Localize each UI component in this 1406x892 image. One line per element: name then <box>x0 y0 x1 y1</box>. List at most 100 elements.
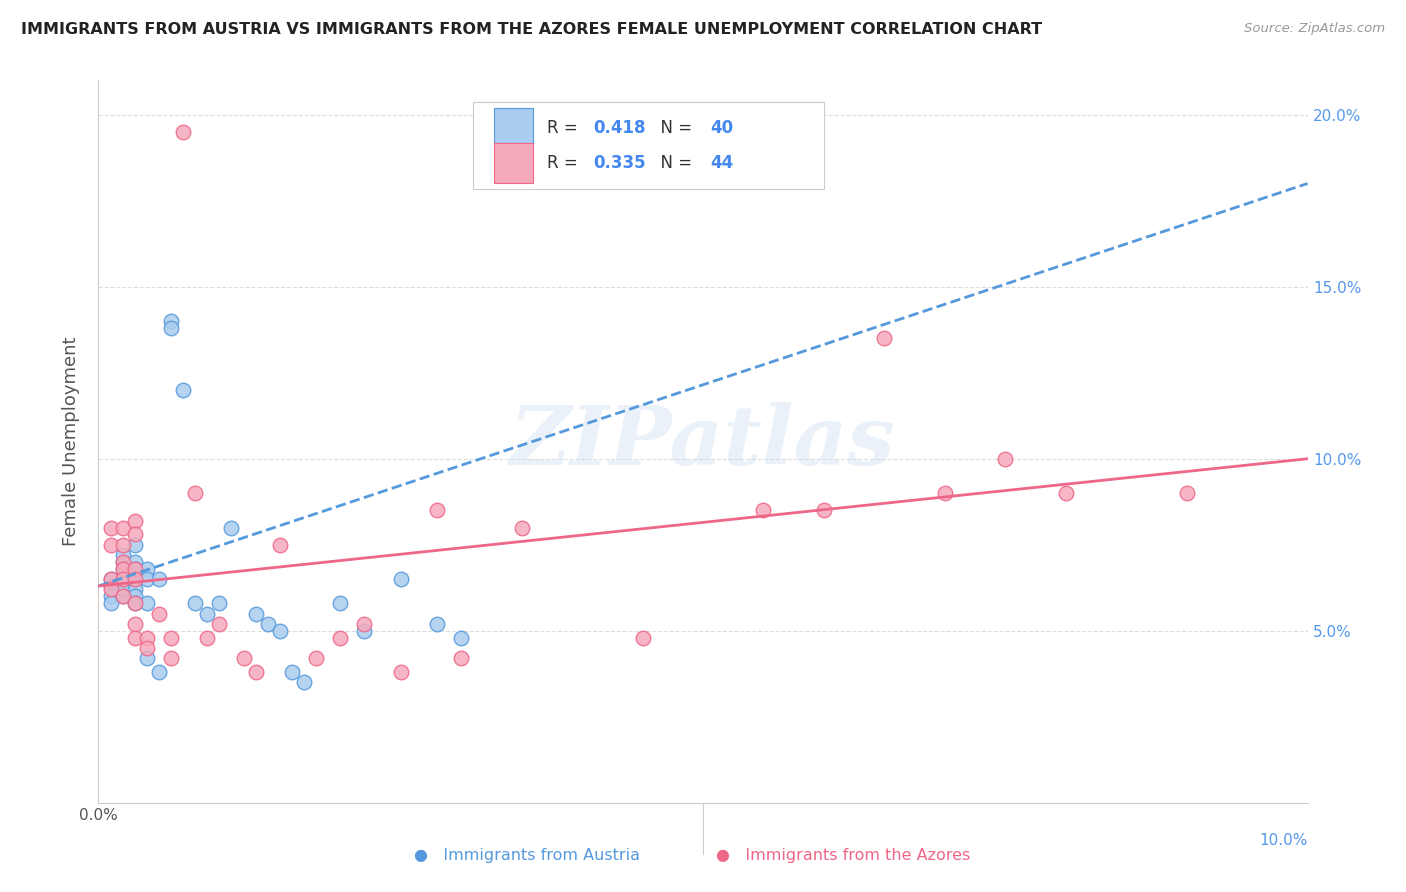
Point <box>111 538 134 552</box>
Text: N =: N = <box>650 119 697 136</box>
Point <box>426 503 449 517</box>
Text: R =: R = <box>547 153 583 172</box>
Point <box>184 596 207 610</box>
Point <box>124 590 146 604</box>
Point <box>221 520 243 534</box>
Point <box>135 572 157 586</box>
Point <box>135 631 157 645</box>
Point <box>172 383 194 397</box>
Point <box>426 616 449 631</box>
Point <box>135 596 157 610</box>
Point <box>124 555 146 569</box>
Point <box>256 616 278 631</box>
Text: 44: 44 <box>710 153 734 172</box>
Point <box>124 562 146 576</box>
Point <box>148 572 170 586</box>
Text: IMMIGRANTS FROM AUSTRIA VS IMMIGRANTS FROM THE AZORES FEMALE UNEMPLOYMENT CORREL: IMMIGRANTS FROM AUSTRIA VS IMMIGRANTS FR… <box>21 22 1042 37</box>
Point <box>148 607 170 621</box>
Text: ●   Immigrants from the Azores: ● Immigrants from the Azores <box>717 848 970 863</box>
Point <box>111 582 134 597</box>
Point <box>353 624 375 638</box>
Point <box>172 125 194 139</box>
Text: R =: R = <box>547 119 583 136</box>
Point <box>305 651 328 665</box>
Text: Source: ZipAtlas.com: Source: ZipAtlas.com <box>1244 22 1385 36</box>
Point <box>631 631 654 645</box>
Point <box>389 572 412 586</box>
Point <box>245 665 267 679</box>
Point <box>1175 486 1198 500</box>
Point <box>135 640 157 655</box>
Point <box>160 314 183 328</box>
Point <box>124 631 146 645</box>
Point <box>292 675 315 690</box>
Point <box>281 665 304 679</box>
Point <box>148 665 170 679</box>
Point <box>160 321 183 335</box>
Point <box>353 616 375 631</box>
Point <box>111 562 134 576</box>
Point <box>111 562 134 576</box>
Point <box>124 582 146 597</box>
Point <box>135 651 157 665</box>
Y-axis label: Female Unemployment: Female Unemployment <box>62 337 80 546</box>
Point <box>269 624 291 638</box>
Point <box>329 596 352 610</box>
Point <box>450 631 472 645</box>
Point <box>450 651 472 665</box>
Point <box>100 590 122 604</box>
Point <box>232 651 254 665</box>
Point <box>124 572 146 586</box>
Point <box>124 514 146 528</box>
Text: 40: 40 <box>710 119 734 136</box>
Point <box>160 631 183 645</box>
Point <box>100 596 122 610</box>
Point <box>135 562 157 576</box>
Point <box>111 520 134 534</box>
Text: 0.418: 0.418 <box>593 119 645 136</box>
Text: 0.335: 0.335 <box>593 153 645 172</box>
Point <box>184 486 207 500</box>
Point <box>195 631 218 645</box>
Text: ●   Immigrants from Austria: ● Immigrants from Austria <box>415 848 640 863</box>
Point <box>100 520 122 534</box>
Point <box>208 596 231 610</box>
Point <box>111 572 134 586</box>
Point <box>245 607 267 621</box>
Point <box>389 665 412 679</box>
Point <box>1054 486 1077 500</box>
Point <box>100 582 122 597</box>
Point <box>160 651 183 665</box>
Point <box>111 572 134 586</box>
Point <box>934 486 956 500</box>
Point <box>100 579 122 593</box>
Point <box>111 590 134 604</box>
Point <box>329 631 352 645</box>
Point <box>124 562 146 576</box>
Point <box>111 548 134 562</box>
Point <box>208 616 231 631</box>
Point <box>111 555 134 569</box>
Text: N =: N = <box>650 153 697 172</box>
Point <box>195 607 218 621</box>
Point <box>124 572 146 586</box>
Point <box>510 520 533 534</box>
Text: ZIPatlas: ZIPatlas <box>510 401 896 482</box>
Point <box>100 572 122 586</box>
Bar <box>494 143 533 183</box>
Point <box>111 555 134 569</box>
Point <box>124 538 146 552</box>
Point <box>124 616 146 631</box>
Point <box>100 572 122 586</box>
Point <box>100 538 122 552</box>
Point <box>269 538 291 552</box>
Point <box>124 596 146 610</box>
Point <box>813 503 835 517</box>
Point <box>124 527 146 541</box>
Point <box>111 590 134 604</box>
FancyBboxPatch shape <box>474 102 824 189</box>
Point <box>752 503 775 517</box>
Point <box>124 596 146 610</box>
Point <box>994 451 1017 466</box>
Text: 10.0%: 10.0% <box>1260 833 1308 848</box>
